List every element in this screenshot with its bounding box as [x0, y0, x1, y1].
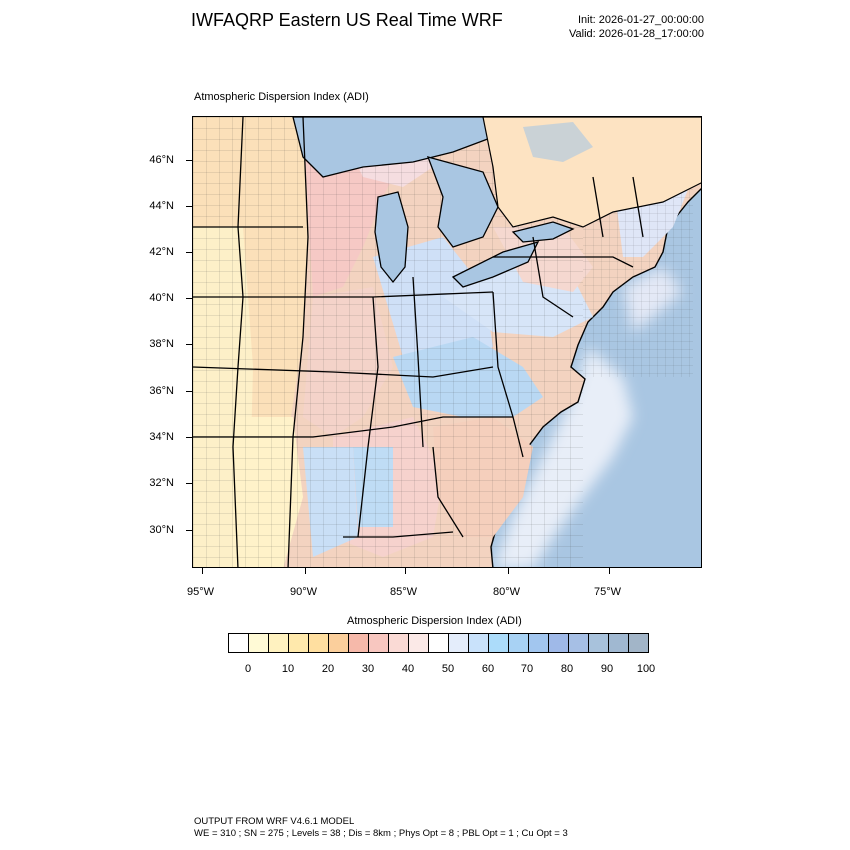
chart-title: IWFAQRP Eastern US Real Time WRF: [191, 10, 503, 30]
colorbar-tick: 30: [361, 663, 375, 675]
lon-tick: [405, 568, 406, 574]
lon-tick: [202, 568, 203, 574]
valid-time: Valid: 2026-01-28_17:00:00: [569, 28, 704, 40]
lake-erie: [451, 240, 540, 288]
lon-label-75w: 75°W: [594, 586, 622, 598]
lat-label-36n: 36°N: [149, 385, 174, 397]
lon-label-95w: 95°W: [187, 586, 215, 598]
colorbar-swatch: [229, 634, 249, 652]
colorbar-tick: 80: [560, 663, 574, 675]
lat-label-42n: 42°N: [149, 246, 174, 258]
lat-label-46n: 46°N: [149, 154, 174, 166]
adi-map-graphic: [193, 117, 701, 567]
colorbar-swatch: [309, 634, 329, 652]
colorbar-tick: 50: [441, 663, 455, 675]
colorbar-swatch: [589, 634, 609, 652]
footer-model: OUTPUT FROM WRF V4.6.1 MODEL: [194, 816, 355, 827]
colorbar-swatch: [389, 634, 409, 652]
colorbar-swatch: [529, 634, 549, 652]
lat-label-30n: 30°N: [149, 524, 174, 536]
colorbar-swatch: [249, 634, 269, 652]
colorbar-tick: 70: [520, 663, 534, 675]
lat-tick: [186, 298, 192, 299]
colorbar-swatch: [449, 634, 469, 652]
lat-tick: [186, 437, 192, 438]
lat-label-40n: 40°N: [149, 292, 174, 304]
lon-label-85w: 85°W: [390, 586, 418, 598]
colorbar-swatch: [489, 634, 509, 652]
colorbar-tick: 0: [244, 663, 252, 675]
great-lakes: [292, 117, 575, 288]
colorbar-tick: 90: [600, 663, 614, 675]
colorbar-tick: 10: [281, 663, 295, 675]
lat-label-32n: 32°N: [149, 477, 174, 489]
state-boundaries: [193, 117, 644, 567]
colorbar-swatch: [269, 634, 289, 652]
lat-tick: [186, 252, 192, 253]
colorbar-swatch: [329, 634, 349, 652]
lat-tick: [186, 530, 192, 531]
lake-huron: [426, 156, 499, 248]
colorbar-swatch: [549, 634, 569, 652]
colorbar-swatch: [569, 634, 589, 652]
lat-label-38n: 38°N: [149, 338, 174, 350]
init-time: Init: 2026-01-27_00:00:00: [578, 14, 704, 26]
colorbar-swatch: [609, 634, 629, 652]
colorbar-swatch: [409, 634, 429, 652]
lon-label-90w: 90°W: [290, 586, 318, 598]
adi-map: [192, 116, 702, 568]
footer-config: WE = 310 ; SN = 275 ; Levels = 38 ; Dis …: [194, 828, 568, 839]
colorbar-tick: 20: [321, 663, 335, 675]
lon-tick: [305, 568, 306, 574]
lat-tick: [186, 160, 192, 161]
lat-tick: [186, 206, 192, 207]
lat-tick: [186, 391, 192, 392]
colorbar-tick: 100: [636, 663, 656, 675]
lake-ontario: [511, 221, 575, 243]
colorbar-swatch: [509, 634, 529, 652]
lake-michigan: [374, 191, 409, 284]
lat-tick: [186, 344, 192, 345]
lon-tick: [508, 568, 509, 574]
lat-tick: [186, 483, 192, 484]
colorbar-swatch: [349, 634, 369, 652]
colorbar-tick: 60: [481, 663, 495, 675]
colorbar-tick: 40: [401, 663, 415, 675]
colorbar-swatch: [629, 634, 648, 652]
plot-label: Atmospheric Dispersion Index (ADI): [194, 91, 369, 103]
lon-label-80w: 80°W: [493, 586, 521, 598]
colorbar: [228, 633, 649, 653]
colorbar-title: Atmospheric Dispersion Index (ADI): [347, 615, 522, 627]
colorbar-swatch: [369, 634, 389, 652]
colorbar-swatch: [469, 634, 489, 652]
colorbar-swatch: [289, 634, 309, 652]
lat-label-44n: 44°N: [149, 200, 174, 212]
lon-tick: [609, 568, 610, 574]
lat-label-34n: 34°N: [149, 431, 174, 443]
colorbar-swatch: [429, 634, 449, 652]
